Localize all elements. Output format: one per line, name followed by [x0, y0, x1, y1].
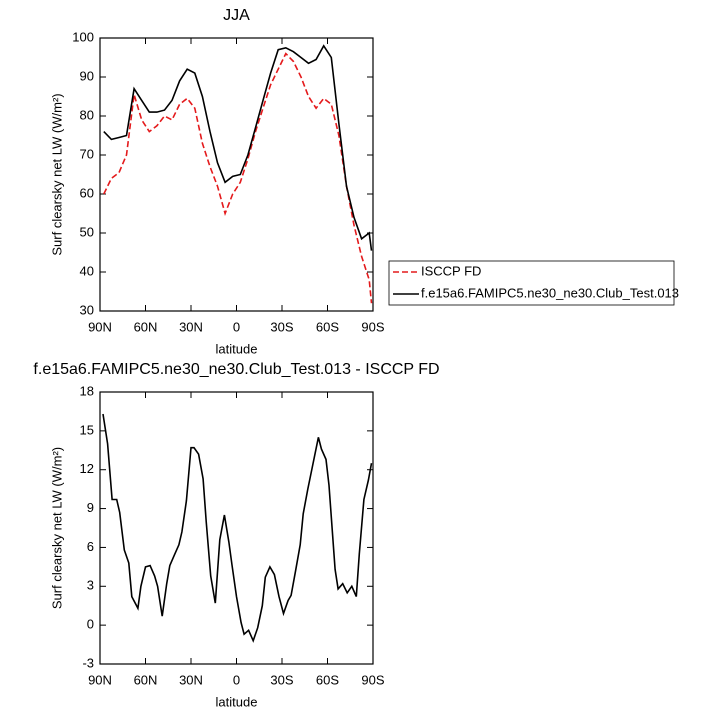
- x-tick-label: 60N: [134, 319, 158, 334]
- chart-title: JJA: [223, 7, 250, 24]
- x-tick-label: 90N: [88, 672, 112, 687]
- x-tick-label: 30S: [270, 319, 293, 334]
- legend-label: f.e15a6.FAMIPC5.ne30_ne30.Club_Test.013: [421, 285, 679, 300]
- x-tick-label: 60S: [316, 319, 339, 334]
- y-tick-label: 12: [80, 461, 94, 476]
- x-tick-label: 60N: [134, 672, 158, 687]
- data-line: [102, 413, 373, 643]
- y-tick-label: 6: [87, 539, 94, 554]
- chart-title: f.e15a6.FAMIPC5.ne30_ne30.Club_Test.013 …: [33, 361, 439, 378]
- x-tick-label: 90S: [361, 672, 384, 687]
- legend-label: ISCCP FD: [421, 263, 481, 278]
- plot-frame: [99, 37, 374, 312]
- data-line: [103, 52, 373, 304]
- x-axis-label: latitude: [216, 341, 258, 356]
- y-tick-label: 80: [80, 107, 94, 122]
- y-axis-label: Surf clearsky net LW (W/m²): [49, 93, 64, 255]
- y-tick-label: 3: [87, 578, 94, 593]
- x-tick-label: 90S: [361, 319, 384, 334]
- y-tick-label: 100: [72, 29, 94, 44]
- x-tick-label: 30N: [179, 672, 203, 687]
- x-tick-label: 0: [233, 319, 240, 334]
- x-axis-label: latitude: [216, 694, 258, 709]
- x-tick-label: 60S: [316, 672, 339, 687]
- y-tick-label: -3: [82, 655, 94, 670]
- y-tick-label: 30: [80, 302, 94, 317]
- data-line: [103, 44, 373, 251]
- y-tick-label: 15: [80, 422, 94, 437]
- y-tick-label: 70: [80, 146, 94, 161]
- y-tick-label: 0: [87, 617, 94, 632]
- x-tick-label: 90N: [88, 319, 112, 334]
- y-tick-label: 18: [80, 383, 94, 398]
- y-tick-label: 40: [80, 263, 94, 278]
- y-axis-label: Surf clearsky net LW (W/m²): [49, 447, 64, 609]
- y-tick-label: 90: [80, 68, 94, 83]
- legend-box: [388, 260, 675, 306]
- y-tick-label: 9: [87, 500, 94, 515]
- plot-frame: [99, 391, 374, 665]
- x-tick-label: 30S: [270, 672, 293, 687]
- x-tick-label: 0: [233, 672, 240, 687]
- x-tick-label: 30N: [179, 319, 203, 334]
- y-tick-label: 50: [80, 224, 94, 239]
- y-tick-label: 60: [80, 185, 94, 200]
